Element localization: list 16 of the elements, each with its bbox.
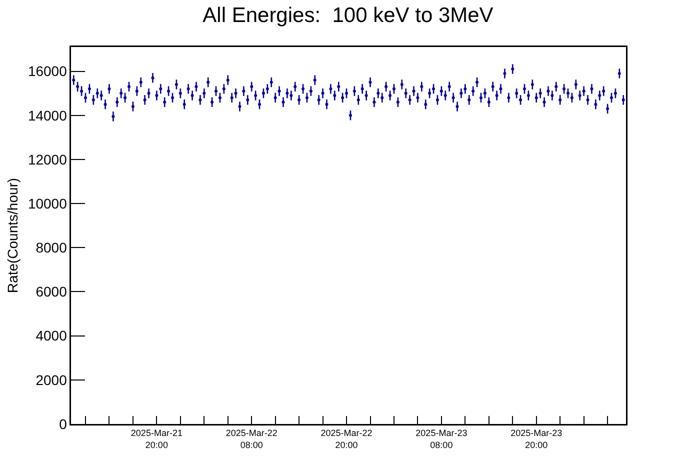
x-tick-label: 2025-Mar-22 08:00: [226, 428, 278, 450]
y-tick-label: 12000: [28, 151, 68, 168]
y-tick-label: 8000: [36, 240, 68, 256]
chart-title: All Energies: 100 keV to 3MeV: [202, 4, 494, 27]
y-tick-label: 10000: [28, 195, 68, 212]
x-tick-label: 2025-Mar-23 08:00: [416, 428, 468, 450]
y-tick-label: 16000: [28, 63, 68, 80]
x-tick-label: 2025-Mar-21 20:00: [130, 428, 182, 450]
y-tick-label: 6000: [36, 284, 68, 300]
y-tick-label: 2000: [36, 372, 68, 388]
x-tick-label: 2025-Mar-23 20:00: [510, 428, 562, 450]
y-tick-label: 14000: [28, 107, 68, 124]
y-tick-label: 4000: [36, 328, 68, 344]
x-tick-label: 2025-Mar-22 20:00: [320, 428, 372, 450]
y-tick-label: 0: [59, 416, 68, 432]
y-axis-title: Rate(Counts/hour): [4, 178, 21, 294]
